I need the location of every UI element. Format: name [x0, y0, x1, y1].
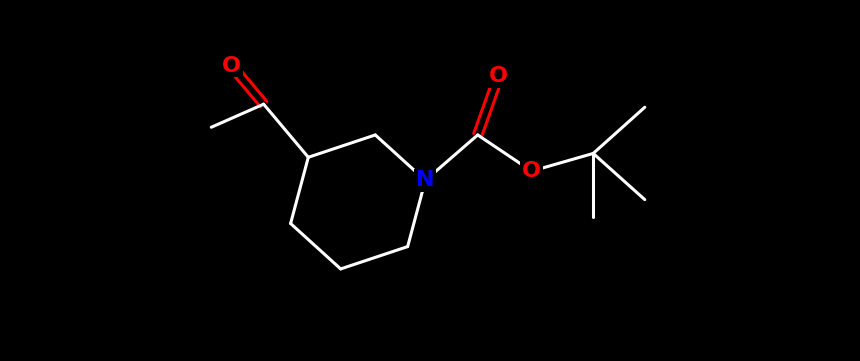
- Text: N: N: [416, 170, 434, 190]
- Text: O: O: [489, 66, 508, 86]
- Text: O: O: [522, 161, 541, 181]
- Text: O: O: [222, 56, 241, 76]
